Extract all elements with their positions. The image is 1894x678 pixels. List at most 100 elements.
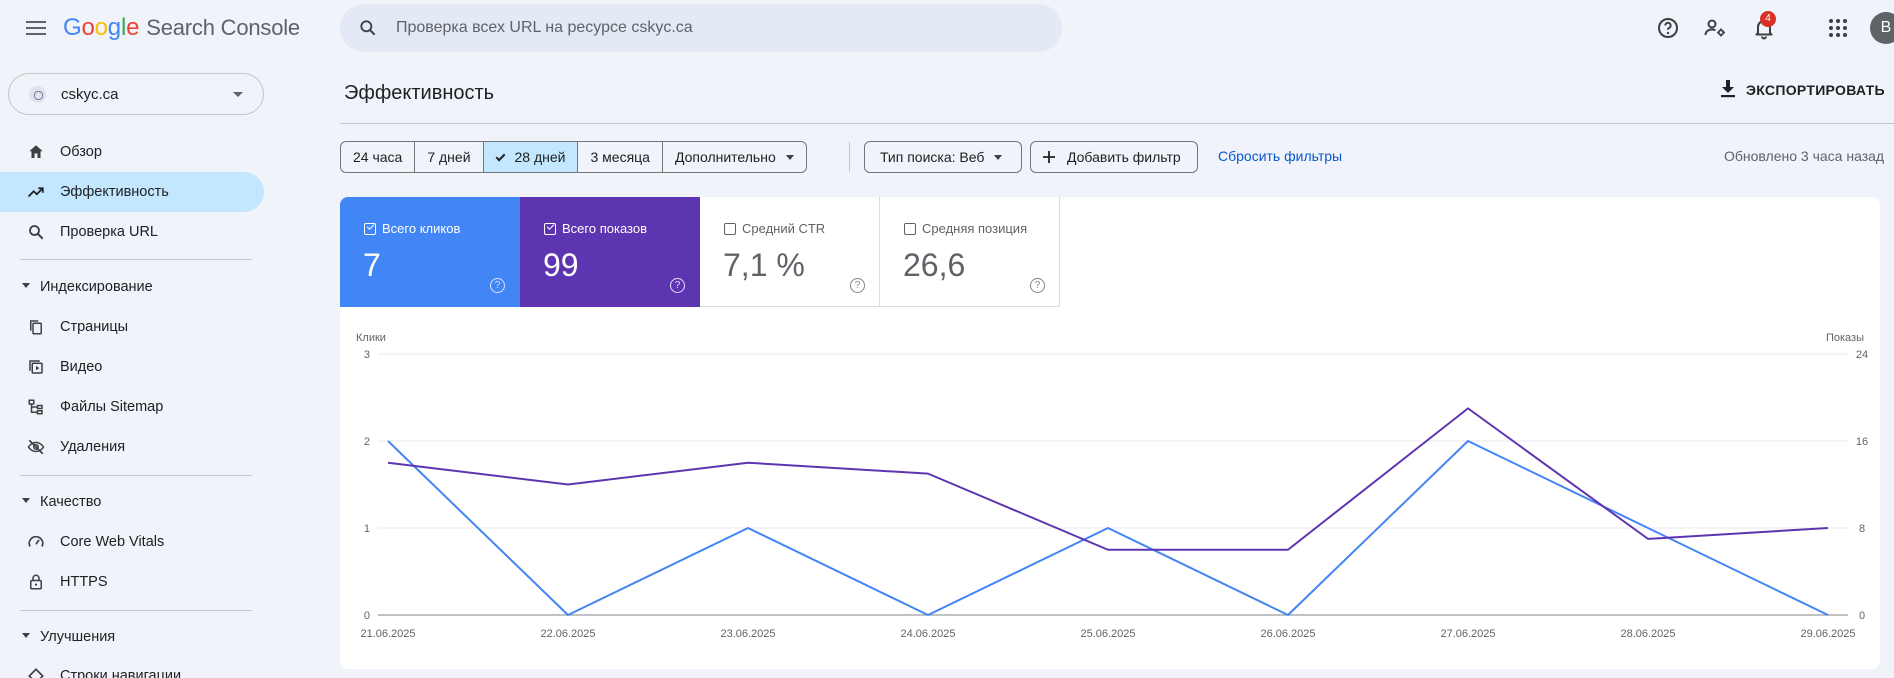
- clicks-series-line: [387, 440, 1829, 616]
- section-title: Качество: [40, 494, 102, 510]
- sidebar-item-removals[interactable]: Удаления: [0, 427, 264, 467]
- metric-checkbox[interactable]: [364, 223, 376, 235]
- sidebar-section-indexing[interactable]: Индексирование: [0, 272, 264, 302]
- page-title: Эффективность: [344, 82, 495, 104]
- search-icon: [360, 20, 376, 36]
- y-tick-label-left: 0: [364, 610, 370, 622]
- metric-total-impressions[interactable]: Всего показов 99 ?: [520, 197, 700, 307]
- sidebar-item-label: Эффективность: [60, 184, 169, 200]
- metric-checkbox[interactable]: [544, 223, 556, 235]
- dropdown-arrow-icon: [785, 155, 794, 160]
- x-tick-label: 29.06.2025: [1800, 628, 1855, 640]
- logo-letter: g: [107, 14, 121, 41]
- sidebar-section-quality[interactable]: Качество: [0, 487, 264, 517]
- sidebar-section-enhancements[interactable]: Улучшения: [0, 622, 264, 652]
- x-tick-label: 24.06.2025: [900, 628, 955, 640]
- plus-icon: [1043, 151, 1055, 163]
- y-tick-label-right: 16: [1856, 436, 1868, 448]
- add-filter-label: Добавить фильтр: [1067, 149, 1181, 165]
- range-7d[interactable]: 7 дней: [415, 142, 484, 172]
- sidebar-divider: [20, 475, 252, 476]
- metric-label: Всего кликов: [382, 221, 461, 236]
- property-selector[interactable]: cskyc.ca: [8, 73, 264, 115]
- apps-grid-icon[interactable]: [1826, 16, 1850, 40]
- sidebar-item-label: Проверка URL: [60, 224, 158, 240]
- metric-total-clicks[interactable]: Всего кликов 7 ?: [340, 197, 520, 307]
- search-input[interactable]: [396, 4, 1036, 52]
- notification-badge: 4: [1760, 11, 1776, 27]
- sitemap-icon: [28, 399, 43, 415]
- property-name: cskyc.ca: [61, 86, 119, 103]
- sidebar-item-https[interactable]: HTTPS: [0, 562, 264, 602]
- date-range-selector: 24 часа 7 дней 28 дней 3 месяца Дополнит…: [340, 141, 807, 173]
- logo-letter: l: [120, 14, 127, 41]
- app-logo[interactable]: Google Search Console: [63, 14, 300, 42]
- collapse-arrow-icon: [22, 633, 30, 638]
- collapse-arrow-icon: [22, 283, 30, 288]
- lock-icon: [30, 574, 42, 590]
- performance-card: Всего кликов 7 ? Всего показов 99 ? Сред…: [340, 197, 1880, 669]
- sidebar-item-breadcrumbs[interactable]: Строки навигации: [0, 656, 264, 678]
- help-icon[interactable]: ?: [850, 278, 865, 293]
- sidebar-item-label: Видео: [60, 359, 103, 375]
- x-tick-label: 26.06.2025: [1260, 628, 1315, 640]
- metric-average-position[interactable]: Средняя позиция 26,6 ?: [880, 197, 1060, 307]
- logo-letter: e: [126, 14, 140, 41]
- sidebar-item-label: Обзор: [60, 144, 102, 160]
- sidebar-item-sitemaps[interactable]: Файлы Sitemap: [0, 387, 264, 427]
- y-tick-label-right: 24: [1856, 349, 1868, 361]
- manage-users-icon[interactable]: [1703, 16, 1727, 40]
- sidebar-item-url-inspection[interactable]: Проверка URL: [0, 212, 264, 252]
- logo-letter: G: [63, 14, 82, 41]
- range-28d[interactable]: 28 дней: [483, 142, 579, 172]
- sidebar-divider: [20, 610, 252, 611]
- video-icon: [29, 360, 43, 374]
- help-icon[interactable]: ?: [1030, 278, 1045, 293]
- download-icon: [1721, 80, 1735, 98]
- logo-letter: o: [94, 14, 108, 41]
- logo-letter: o: [81, 14, 95, 41]
- dropdown-arrow-icon: [994, 155, 1003, 160]
- help-icon[interactable]: ?: [670, 278, 685, 293]
- sidebar-item-label: Файлы Sitemap: [60, 399, 164, 415]
- sidebar-item-pages[interactable]: Страницы: [0, 307, 264, 347]
- search-type-filter[interactable]: Тип поиска: Веб: [864, 141, 1022, 173]
- chevron-down-icon: [233, 92, 243, 97]
- range-28d-label: 28 дней: [514, 149, 566, 165]
- range-more-dropdown[interactable]: Дополнительно: [663, 142, 806, 172]
- metric-average-ctr[interactable]: Средний CTR 7,1 % ?: [700, 197, 880, 307]
- metric-label: Всего показов: [562, 221, 647, 236]
- add-filter-button[interactable]: Добавить фильтр: [1030, 141, 1198, 173]
- last-updated-text: Обновлено 3 часа назад: [1724, 148, 1885, 164]
- range-24h[interactable]: 24 часа: [341, 142, 416, 172]
- sidebar-item-core-web-vitals[interactable]: Core Web Vitals: [0, 522, 264, 562]
- x-tick-label: 28.06.2025: [1620, 628, 1675, 640]
- metric-checkbox[interactable]: [724, 223, 736, 235]
- y-tick-label-right: 0: [1859, 610, 1865, 622]
- y-tick-label-left: 3: [364, 349, 370, 361]
- metric-checkbox[interactable]: [904, 223, 916, 235]
- impressions-series-line: [387, 407, 1829, 551]
- reset-filters-link[interactable]: Сбросить фильтры: [1218, 148, 1343, 164]
- account-avatar[interactable]: В: [1870, 12, 1894, 44]
- export-button[interactable]: ЭКСПОРТИРОВАТЬ: [1720, 80, 1885, 98]
- x-tick-label: 21.06.2025: [360, 628, 415, 640]
- sidebar-item-overview[interactable]: Обзор: [0, 132, 264, 172]
- metric-value: 7,1 %: [723, 247, 805, 283]
- metric-value: 7: [363, 247, 381, 283]
- sidebar-item-label: Core Web Vitals: [60, 534, 165, 550]
- x-tick-label: 25.06.2025: [1080, 628, 1135, 640]
- product-name: Search Console: [146, 15, 300, 40]
- x-tick-label: 27.06.2025: [1440, 628, 1495, 640]
- range-more-label: Дополнительно: [674, 149, 776, 165]
- check-icon: [495, 151, 505, 162]
- sidebar-item-performance[interactable]: Эффективность: [0, 172, 264, 212]
- help-icon[interactable]: [1656, 16, 1680, 40]
- sidebar-item-video[interactable]: Видео: [0, 347, 264, 387]
- menu-icon[interactable]: [24, 17, 48, 39]
- range-3m[interactable]: 3 месяца: [578, 142, 663, 172]
- help-icon[interactable]: ?: [490, 278, 505, 293]
- section-title: Улучшения: [40, 629, 116, 645]
- speed-icon: [28, 535, 44, 547]
